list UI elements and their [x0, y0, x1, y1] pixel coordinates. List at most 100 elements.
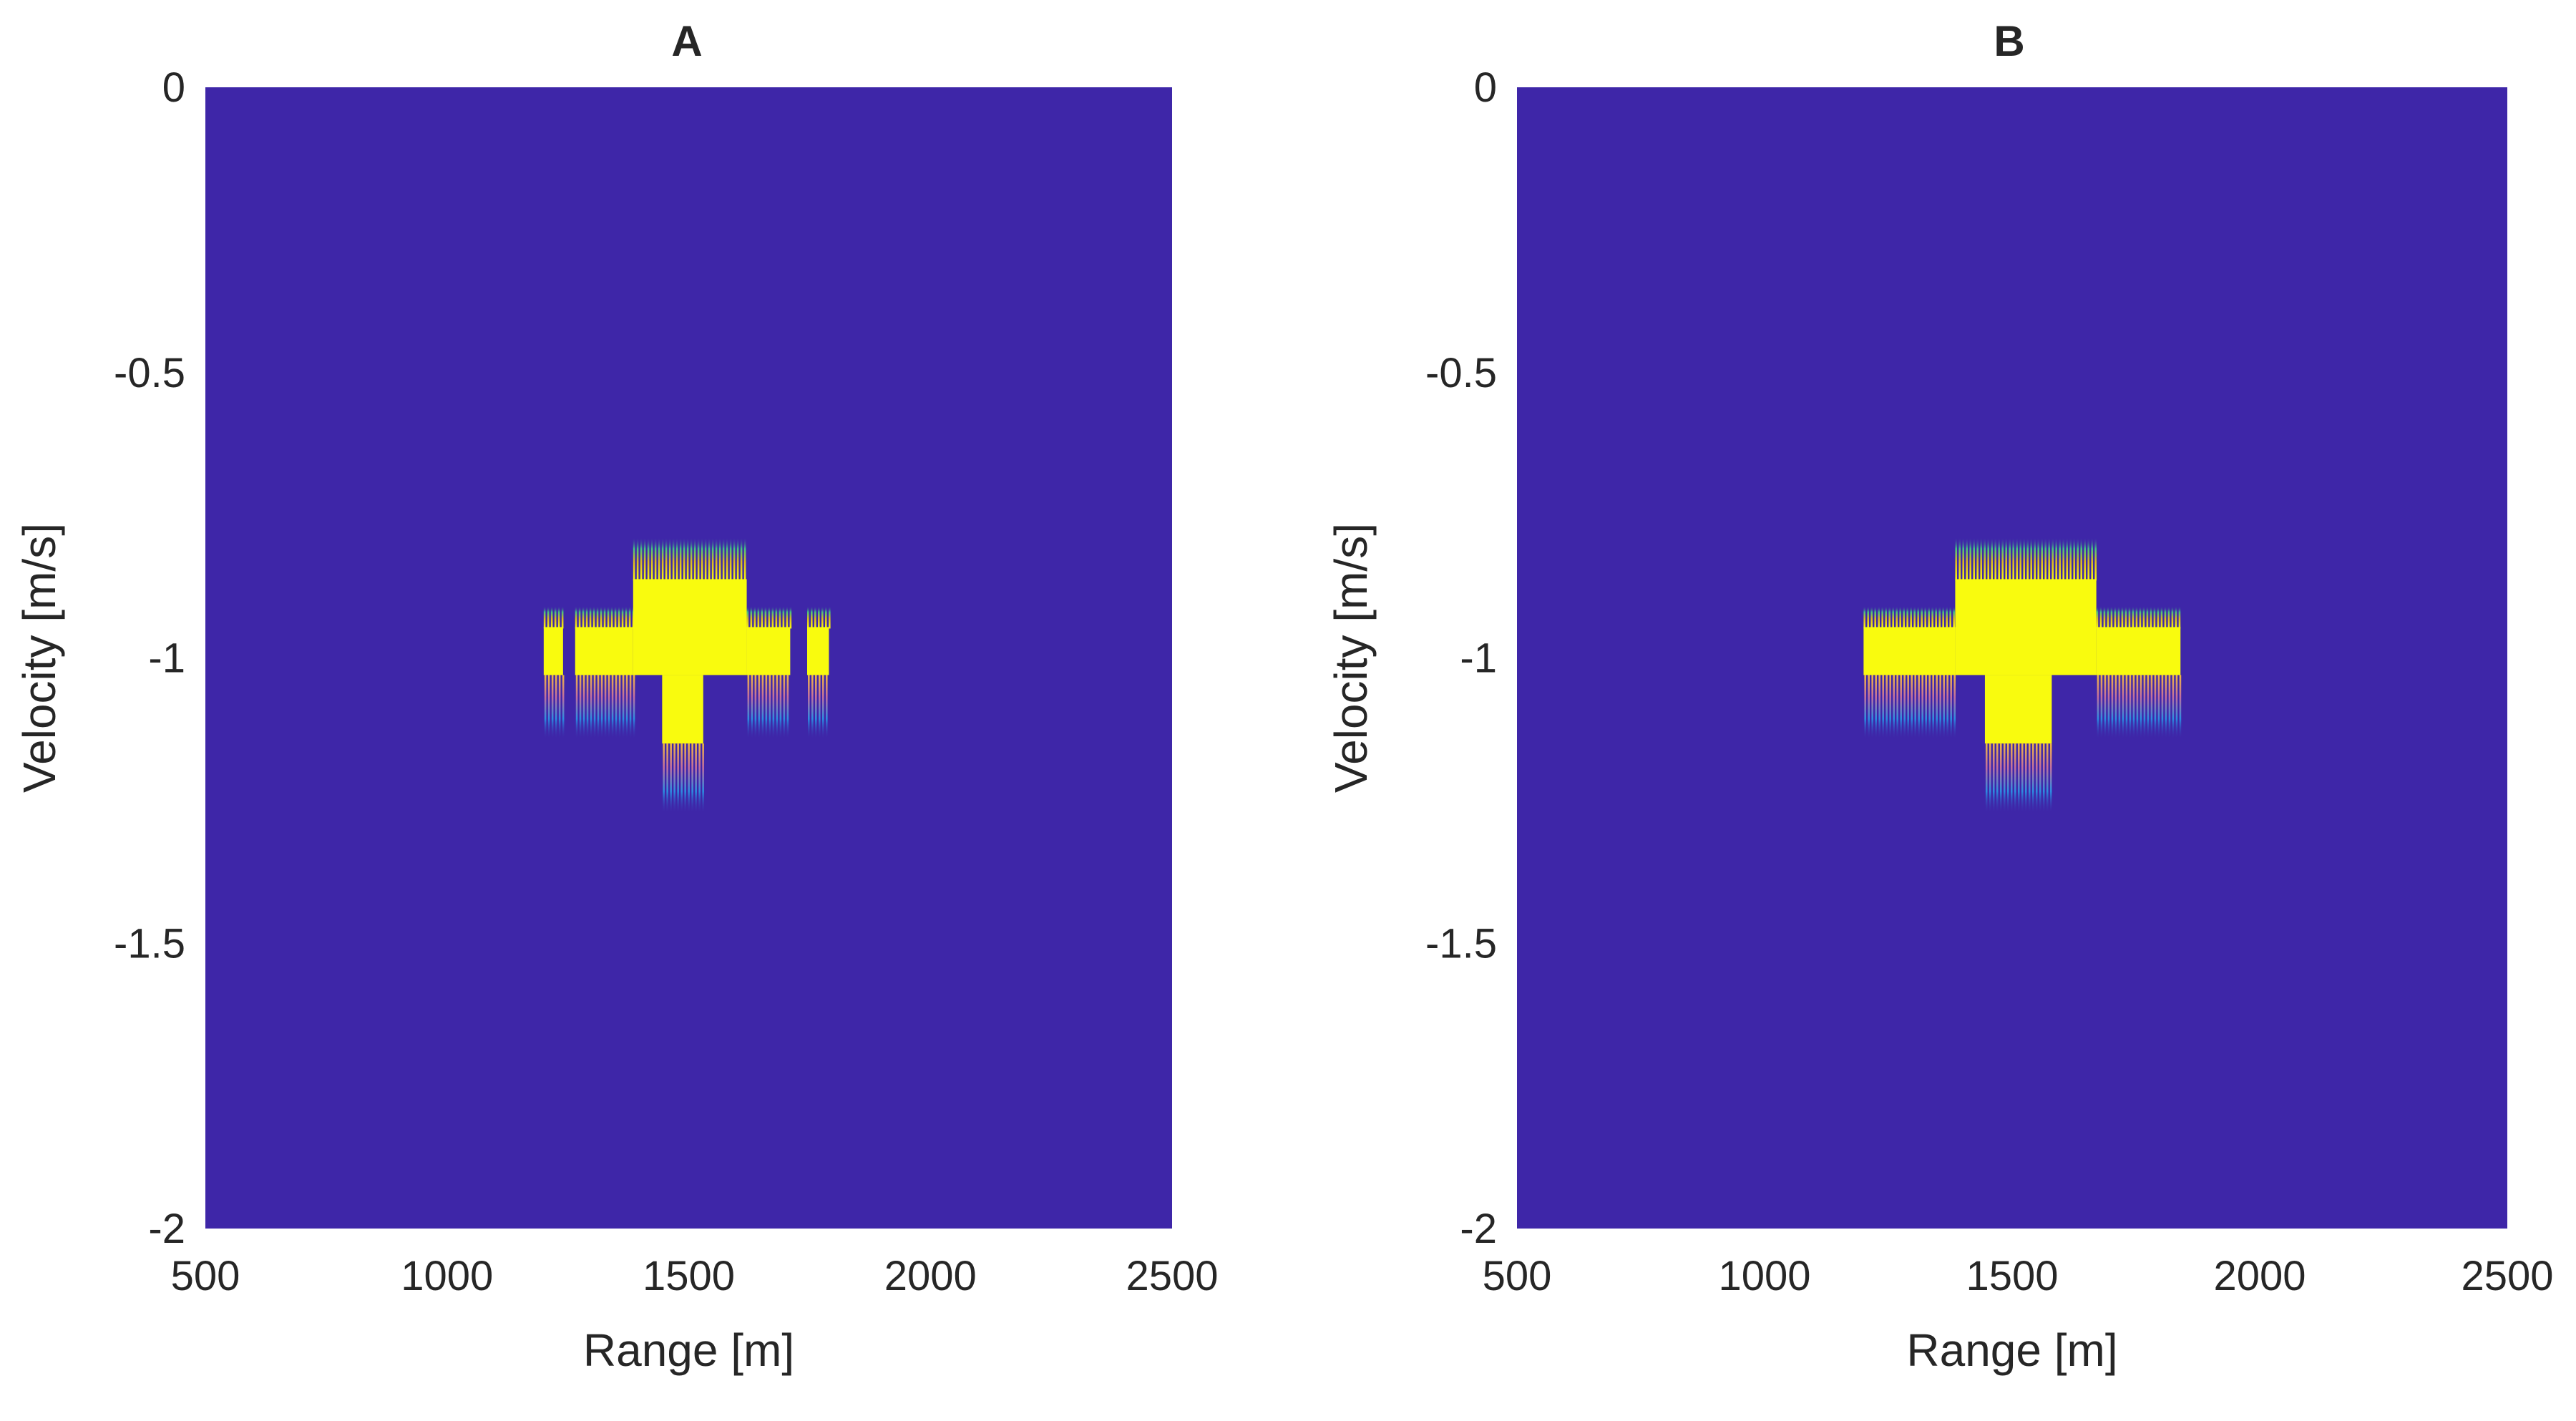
panel-a-xtick-label: 2500 [1126, 1253, 1218, 1299]
heatmap-cell-upper [1910, 606, 1912, 629]
panel-a-ytick-label: -2 [148, 1206, 185, 1252]
heatmap-cell-upper [2099, 606, 2102, 629]
heatmap-cell-upper [603, 606, 606, 629]
heatmap-cell-lower [590, 675, 592, 738]
heatmap-cell-upper [2121, 606, 2124, 629]
heatmap-cell-lower [2024, 743, 2027, 812]
heatmap-cell-upper [1892, 606, 1894, 629]
heatmap-cell-upper [1980, 538, 1983, 581]
heatmap-cell-lower [663, 743, 665, 812]
heatmap-cell-lower [2136, 675, 2139, 738]
heatmap-cell-lower [562, 675, 565, 738]
heatmap-cell-upper [1966, 538, 1968, 581]
heatmap-cell-upper [1913, 606, 1916, 629]
heatmap-cell-upper [658, 538, 660, 581]
heatmap-cell-upper [1867, 606, 1869, 629]
heatmap-cell-upper [2055, 538, 2058, 581]
heatmap-cell-upper [718, 538, 721, 581]
heatmap-cell-upper [1903, 606, 1905, 629]
panel-b-xtick-label: 1000 [1718, 1253, 1810, 1299]
heatmap-cell-upper [1973, 538, 1976, 581]
heatmap-cell-lower [1946, 675, 1948, 738]
heatmap-cell-upper [686, 538, 689, 581]
heatmap-cell-lower [1918, 675, 1920, 738]
heatmap-cell-lower [814, 675, 817, 738]
heatmap-cell-lower [600, 675, 603, 738]
heatmap-cell-upper [2069, 538, 2072, 581]
heatmap-cell-lower [807, 675, 810, 738]
heatmap-cell-upper [2026, 538, 2029, 581]
heatmap-cell-lower [1911, 675, 1913, 738]
heatmap-cell-lower [2150, 675, 2153, 738]
heatmap-cell-lower [2143, 675, 2146, 738]
heatmap-cell-lower [2031, 743, 2034, 812]
heatmap-cell-lower [2097, 675, 2099, 738]
heatmap-cell-upper [753, 606, 756, 629]
heatmap-cell-lower [758, 675, 761, 738]
panel-b-regions [1863, 538, 2182, 812]
heatmap-cell-lower [1896, 675, 1898, 738]
heatmap-cell-upper [640, 538, 643, 581]
heatmap-cell-lower [2147, 675, 2150, 738]
heatmap-cell-upper [828, 606, 831, 629]
heatmap-cell-lower [622, 675, 625, 738]
heatmap-core [2096, 627, 2181, 675]
panel-a-x-ticks: 500 1000 1500 2000 2500 [171, 1253, 1219, 1299]
heatmap-cell-upper [2178, 606, 2181, 629]
heatmap-cell-lower [2172, 675, 2175, 738]
heatmap-cell-upper [761, 606, 763, 629]
heatmap-cell-lower [811, 675, 814, 738]
heatmap-cell-upper [2117, 606, 2120, 629]
heatmap-cell-lower [547, 675, 550, 738]
heatmap-cell-upper [1946, 606, 1948, 629]
heatmap-cell-upper [733, 538, 736, 581]
heatmap-cell-lower [2042, 743, 2045, 812]
heatmap-cell-upper [1881, 606, 1883, 629]
heatmap-cell-upper [561, 606, 564, 629]
panel-b-ytick-label: -1.5 [1425, 920, 1497, 967]
heatmap-cell-lower [2021, 743, 2024, 812]
heatmap-cell-upper [2051, 538, 2054, 581]
heatmap-cell-upper [701, 538, 703, 581]
heatmap-cell-upper [2128, 606, 2131, 629]
heatmap-core [806, 627, 829, 675]
heatmap-cell-upper [690, 538, 693, 581]
heatmap-cell-lower [2118, 675, 2121, 738]
heatmap-cell-upper [2019, 538, 2022, 581]
heatmap-cell-lower [691, 743, 693, 812]
heatmap-cell-upper [2171, 606, 2174, 629]
heatmap-cell-lower [702, 743, 704, 812]
heatmap-cell-upper [643, 538, 646, 581]
heatmap-cell-lower [670, 743, 672, 812]
heatmap-cell-upper [736, 538, 739, 581]
heatmap-cell-upper [2132, 606, 2135, 629]
panel-b-title: B [1994, 17, 2024, 65]
heatmap-cell-upper [2080, 538, 2083, 581]
heatmap-cell-upper [1987, 538, 1990, 581]
heatmap-cell-lower [1985, 743, 1988, 812]
heatmap-cell-upper [675, 538, 678, 581]
heatmap-cell-lower [2179, 675, 2182, 738]
heatmap-cell-upper [697, 538, 700, 581]
heatmap-cell-lower [544, 675, 547, 738]
heatmap-cell-lower [558, 675, 561, 738]
heatmap-cell-upper [1874, 606, 1876, 629]
heatmap-cell-upper [775, 606, 778, 629]
heatmap-region-lower-stem-block [1984, 675, 2052, 812]
panel-b-xtick-label: 1500 [1966, 1253, 2058, 1299]
heatmap-region-right-block [746, 606, 792, 738]
heatmap-region-lower-stem-block [662, 675, 704, 812]
heatmap-cell-lower [776, 675, 779, 738]
heatmap-cell-lower [2107, 675, 2110, 738]
heatmap-cell-lower [1875, 675, 1877, 738]
panel-b-ytick-label: -2 [1460, 1206, 1497, 1252]
heatmap-cell-upper [2139, 606, 2142, 629]
heatmap-cell-upper [715, 538, 718, 581]
heatmap-cell-lower [2046, 743, 2049, 812]
heatmap-cell-lower [818, 675, 821, 738]
heatmap-cell-upper [2023, 538, 2026, 581]
heatmap-cell-upper [600, 606, 602, 629]
heatmap-cell-lower [1992, 743, 1995, 812]
heatmap-cell-lower [1939, 675, 1941, 738]
heatmap-cell-lower [786, 675, 789, 738]
